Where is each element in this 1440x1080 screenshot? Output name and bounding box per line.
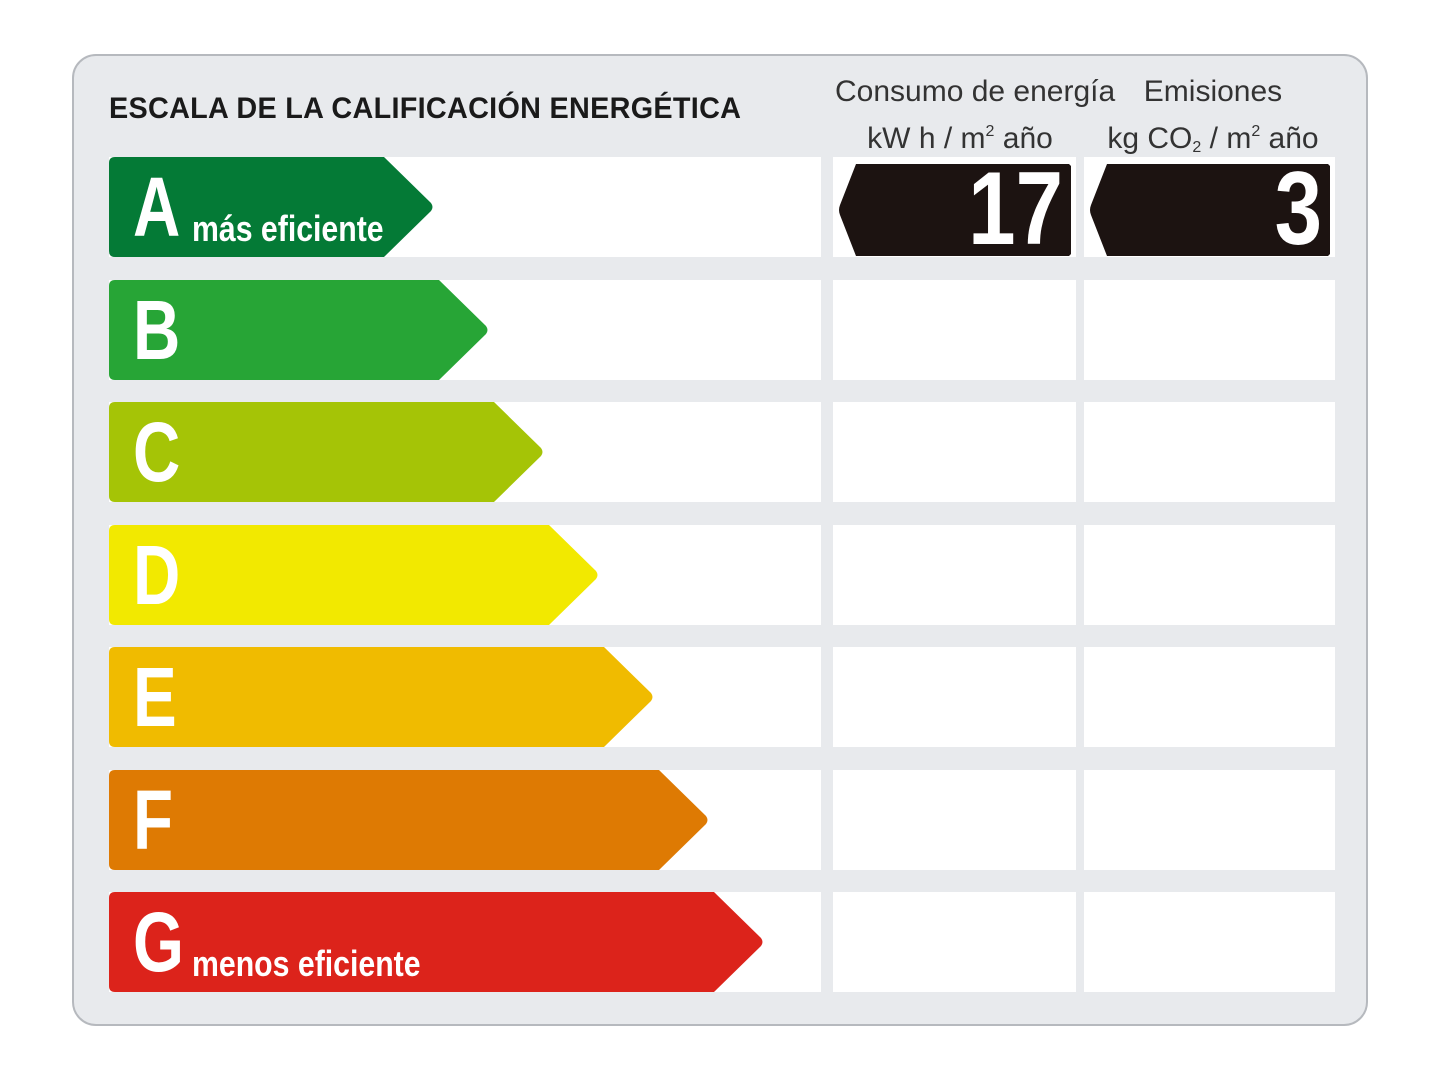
- emisiones-cell: [1084, 647, 1335, 747]
- rating-sublabel: menos eficiente: [192, 943, 421, 984]
- rating-arrow-c: [109, 402, 543, 502]
- consumo-value: 17: [968, 151, 1063, 267]
- label-title: ESCALA DE LA CALIFICACIÓN ENERGÉTICA: [109, 92, 742, 125]
- rating-row-c: C: [109, 402, 1335, 502]
- consumo-cell: [833, 892, 1076, 992]
- emisiones-indicator: [1090, 164, 1330, 256]
- rating-arrow-b: [109, 279, 488, 380]
- emisiones-header-unit: kg CO2 / m2 año: [1107, 122, 1319, 156]
- rating-letter: E: [133, 650, 177, 744]
- rating-letter: D: [133, 527, 181, 622]
- emisiones-cell: [1084, 524, 1335, 625]
- rating-arrow-e: [109, 647, 653, 747]
- rating-arrow-a: [109, 157, 433, 257]
- consumo-header-title: Consumo de energía: [835, 75, 1116, 108]
- rating-row-d: D: [109, 524, 1335, 625]
- rating-sublabel: más eficiente: [192, 208, 384, 249]
- rating-letter: G: [133, 895, 184, 989]
- emisiones-value: 3: [1274, 151, 1322, 267]
- rating-letter: F: [133, 772, 174, 867]
- consumo-cell: [833, 769, 1076, 870]
- rating-arrow-g: [109, 892, 763, 992]
- rating-letter: C: [133, 405, 181, 499]
- rating-row-b: B: [109, 279, 1335, 380]
- consumo-header-unit: kW h / m2 año: [867, 122, 1053, 155]
- rating-row-e: E: [109, 647, 1335, 747]
- rating-letter: B: [133, 282, 181, 377]
- consumo-column-header: Consumo de energía kW h / m2 año: [835, 72, 1116, 159]
- emisiones-cell: [1084, 892, 1335, 992]
- rating-row-f: F: [109, 769, 1335, 870]
- emisiones-header-title: Emisiones: [1143, 75, 1283, 108]
- emisiones-column-header: Emisiones kg CO2 / m2 año: [1088, 72, 1338, 168]
- rating-arrow-f: [109, 769, 708, 870]
- rating-letter: A: [133, 160, 181, 254]
- rating-arrow-d: [109, 524, 598, 625]
- consumo-cell: [833, 524, 1076, 625]
- emisiones-cell: [1084, 402, 1335, 502]
- consumo-cell: [833, 402, 1076, 502]
- emisiones-cell: [1084, 279, 1335, 380]
- consumo-indicator: [839, 164, 1071, 256]
- emisiones-cell: [1084, 769, 1335, 870]
- consumo-cell: [833, 279, 1076, 380]
- consumo-cell: [833, 647, 1076, 747]
